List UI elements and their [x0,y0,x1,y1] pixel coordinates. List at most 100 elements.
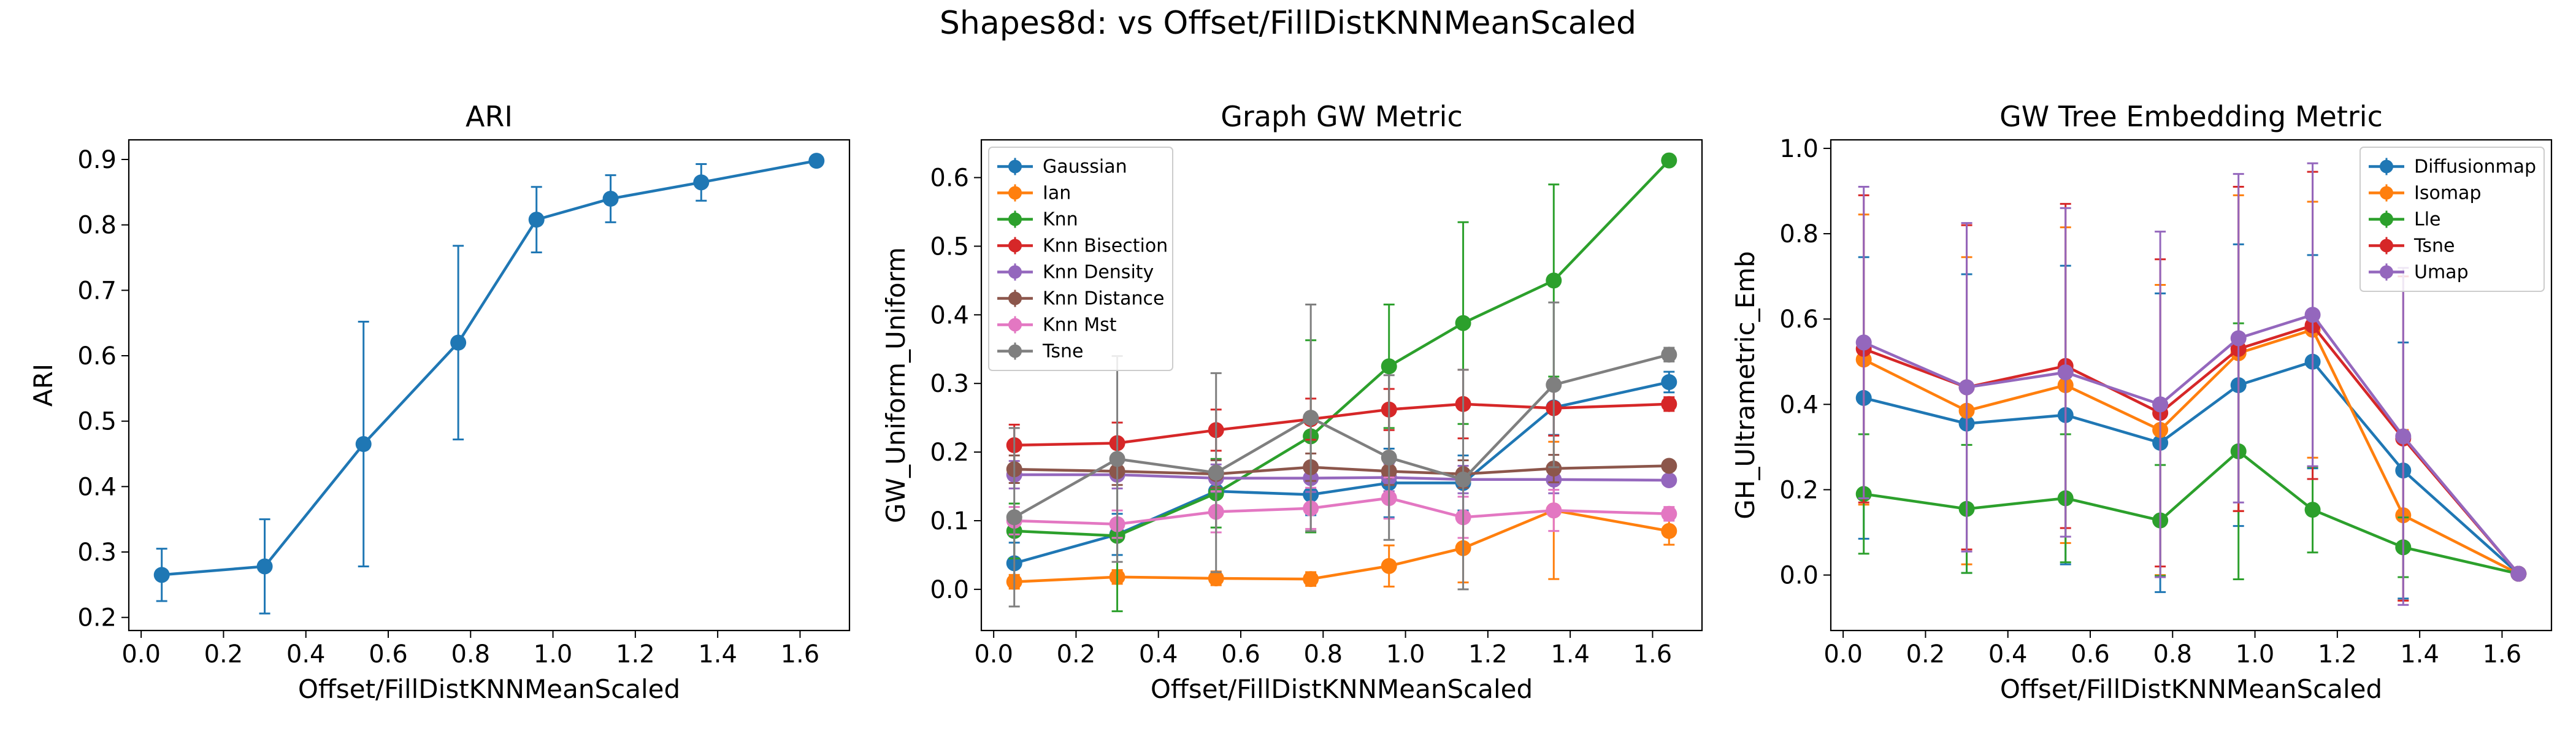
data-point [528,212,545,228]
subplot-title: Graph GW Metric [1221,100,1462,133]
series-line [1014,508,1669,583]
series-knn-bisection [1006,369,1677,467]
legend-swatch-marker [2380,159,2393,174]
data-point [2057,364,2074,381]
legend-swatch-marker [2380,239,2393,253]
data-point [1661,374,1677,390]
x-axis-label: Offset/FillDistKNNMeanScaled [1151,674,1533,704]
data-point [1303,410,1319,426]
x-tick-label: 0.4 [1139,640,1178,669]
data-point [1303,571,1319,588]
y-tick-label: 0.2 [77,604,117,632]
data-point [1546,502,1562,519]
legend-label: Tsne [1042,341,1083,362]
y-tick-label: 0.6 [1779,305,1819,334]
series-line [1863,360,2520,575]
y-tick-label: 0.7 [77,277,117,305]
data-point [1661,505,1677,522]
legend-swatch-marker [2380,212,2393,226]
x-tick-label: 0.6 [369,640,408,669]
y-tick-label: 0.4 [930,301,969,329]
legend-swatch-marker [1008,159,1022,174]
x-tick-label: 0.0 [121,640,161,669]
legend: Diffusionmap Isomap Lle Tsne Umap [2359,147,2545,292]
series-line [1863,449,2519,575]
data-point [1208,570,1224,586]
subplot-title: ARI [466,100,513,133]
x-tick-label: 0.8 [2153,640,2192,669]
series-knn-mst [1006,476,1677,539]
y-tick-label: 0.8 [77,212,117,240]
y-axis-label: ARI [28,364,58,407]
data-point [808,153,825,169]
series-line [1014,464,1669,476]
x-tick-label: 1.6 [781,640,820,669]
data-point [1661,458,1677,474]
legend-swatch-marker [2380,186,2393,200]
data-point [1455,471,1471,488]
y-tick-label: 0.4 [1779,391,1819,419]
y-tick-label: 0.3 [930,370,969,398]
data-point [2230,330,2247,347]
series-line [1863,323,2520,575]
legend-label: Knn Bisection [1043,236,1168,257]
x-tick-label: 0.6 [2071,640,2110,669]
x-tick-label: 1.4 [698,640,737,669]
y-axis-label: GW_Uniform_Uniform [881,247,911,523]
y-tick-label: 0.6 [930,164,969,193]
legend-swatch-marker [1008,291,1022,305]
series-diffusionmap [1855,243,2527,600]
x-tick-label: 0.4 [1988,640,2028,669]
x-tick-label: 1.0 [534,640,573,669]
y-axis-label: GH_Ultrametric_Emb [1730,251,1760,519]
series-knn-distance [1006,452,1677,489]
data-point [2304,307,2321,323]
x-tick-label: 1.4 [1551,640,1590,669]
legend: Gaussian Ian Knn Knn Bisection Knn Density Kn… [988,147,1173,371]
legend-label: Knn Density [1043,262,1154,283]
series-line [1863,328,2520,575]
x-tick-label: 0.0 [1823,640,1863,669]
data-point [1661,523,1677,539]
legend-label: Knn Mst [1043,315,1117,336]
series-line [1863,313,2520,575]
legend-label: Diffusionmap [2414,156,2536,178]
data-point [1381,358,1397,375]
x-tick-label: 0.0 [974,640,1013,669]
y-tick-label: 0.2 [930,439,969,467]
y-tick-label: 1.0 [1779,135,1819,163]
data-point [1958,379,1975,396]
x-tick-label: 1.2 [616,640,655,669]
data-point [2395,428,2412,445]
data-point [1661,396,1677,412]
x-tick-label: 1.0 [2236,640,2275,669]
data-point [256,558,273,575]
x-tick-label: 1.2 [1468,640,1508,669]
y-tick-label: 0.4 [77,473,117,501]
y-tick-label: 0.0 [1779,562,1819,590]
data-point [1381,558,1397,574]
legend-swatch-marker [1008,344,1022,358]
x-tick-label: 0.8 [451,640,490,669]
series-line [161,159,817,577]
x-tick-label: 0.6 [1221,640,1260,669]
legend-swatch-marker [2380,265,2393,279]
legend-swatch-marker [1008,186,1022,200]
subplot-3: GW Tree Embedding Metric 0.0 0.2 0.4 0.6 0.8 1… [1730,100,2553,704]
legend-label: Ian [1043,183,1071,204]
series-umap [1855,162,2527,606]
data-point [1208,464,1224,481]
x-tick-label: 1.0 [1386,640,1425,669]
data-point [1546,377,1562,393]
data-point [1109,451,1125,467]
x-tick-label: 1.2 [2318,640,2357,669]
legend-label: Tsne [2413,236,2455,257]
series-data [153,153,825,615]
data-point [1661,472,1677,488]
y-tick-label: 0.8 [1779,220,1819,248]
x-axis-label: Offset/FillDistKNNMeanScaled [2000,674,2382,704]
series-line [1014,473,1669,482]
legend-swatch-marker [1008,265,1022,279]
legend-label: Isomap [2414,183,2481,204]
